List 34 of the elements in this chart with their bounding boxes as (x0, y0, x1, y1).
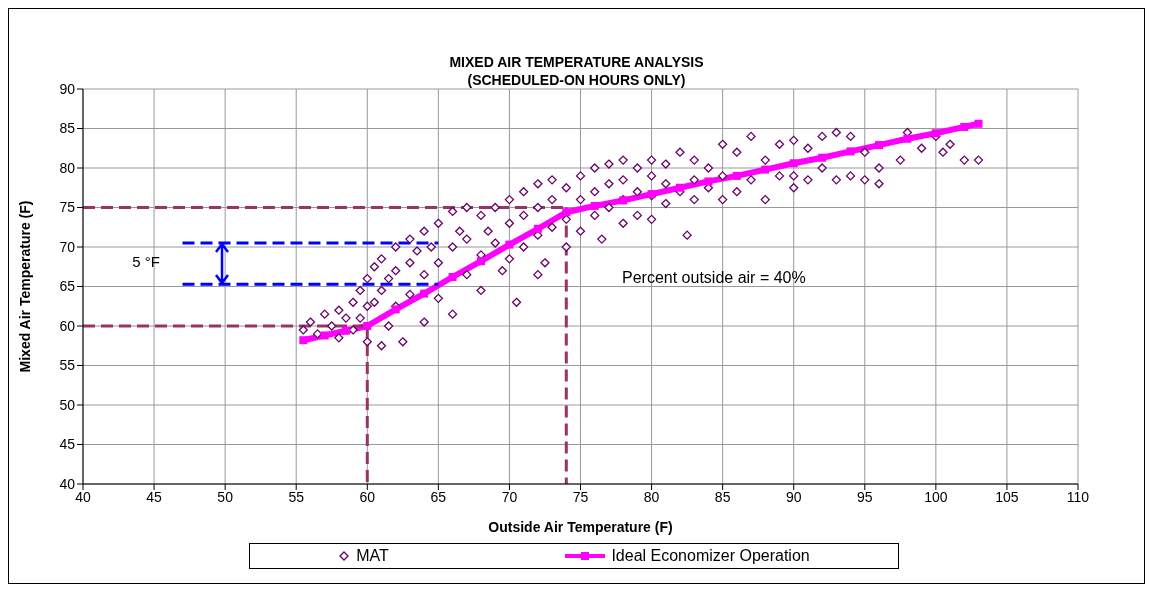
y-tick-label: 80 (59, 159, 76, 176)
x-tick-label: 110 (1066, 488, 1090, 505)
y-tick-label: 50 (59, 396, 76, 413)
y-axis-title: Mixed Air Temperature (F) (16, 200, 33, 373)
x-tick-label: 65 (430, 488, 447, 505)
y-tick-label: 55 (59, 357, 76, 374)
annotation: 5 °F (131, 252, 161, 270)
x-tick-label: 70 (501, 488, 518, 505)
x-tick-label: 85 (714, 488, 731, 505)
y-tick-label: 60 (59, 317, 76, 334)
x-tick-label: 105 (995, 488, 1019, 505)
y-tick-label: 70 (59, 238, 76, 255)
x-tick-label: 100 (924, 488, 948, 505)
y-tick-label: 90 (59, 80, 76, 97)
x-tick-label: 60 (359, 488, 376, 505)
x-axis-title: Outside Air Temperature (F) (488, 519, 673, 535)
x-tick-label: 95 (857, 488, 873, 505)
chart-subtitle: (SCHEDULED-ON HOURS ONLY) (467, 72, 686, 88)
y-tick-label: 40 (59, 475, 76, 492)
x-tick-label: 55 (288, 488, 305, 505)
x-tick-label: 90 (785, 488, 802, 505)
x-tick-label: 80 (643, 488, 660, 505)
chart-title: MIXED AIR TEMPERATURE ANALYSIS (448, 53, 705, 71)
legend-label: MAT (355, 547, 389, 565)
x-tick-label: 75 (572, 488, 589, 505)
legend-label: Ideal Economizer Operation (610, 547, 810, 565)
y-tick-label: 65 (59, 278, 76, 295)
x-tick-label: 40 (75, 488, 91, 505)
y-tick-label: 85 (59, 120, 76, 137)
x-tick-label: 50 (217, 488, 234, 505)
y-tick-label: 75 (59, 199, 76, 216)
annotation: Percent outside air = 40% (621, 267, 807, 288)
x-tick-label: 45 (146, 488, 163, 505)
y-tick-label: 45 (59, 436, 76, 453)
